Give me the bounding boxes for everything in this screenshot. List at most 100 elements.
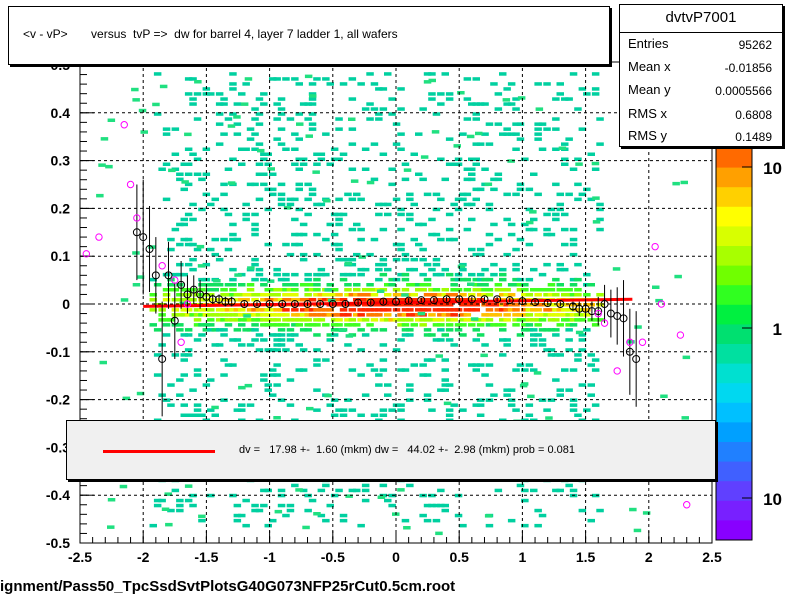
heatmap-cell	[326, 308, 334, 312]
heatmap-cell	[361, 167, 370, 171]
stat-value-mean-x: -0.01856	[724, 61, 772, 75]
heatmap-cell	[264, 323, 272, 327]
heatmap-cell	[313, 252, 321, 257]
heatmap-cell	[215, 102, 224, 106]
heatmap-cell	[379, 368, 388, 372]
heatmap-cell	[149, 523, 157, 528]
heatmap-cell	[304, 323, 312, 327]
stat-label-entries: Entries	[628, 36, 669, 51]
heatmap-cell	[158, 478, 166, 483]
heatmap-cell	[207, 323, 215, 327]
heatmap-cell	[561, 162, 569, 166]
heatmap-cell	[583, 308, 591, 312]
heatmap-cell	[565, 323, 573, 327]
profile-point	[543, 299, 552, 308]
heatmap-cell	[158, 498, 166, 503]
heatmap-cell	[229, 318, 237, 322]
heatmap-cell	[432, 518, 441, 523]
heatmap-cell	[291, 217, 299, 222]
heatmap-cell	[207, 202, 215, 207]
heatmap-cell	[251, 298, 259, 302]
heatmap-cell	[251, 107, 259, 111]
heatmap-cell	[578, 87, 587, 91]
heatmap-cell	[229, 72, 237, 76]
heatmap-cell	[291, 333, 299, 337]
heatmap-cell	[344, 192, 352, 197]
heatmap-cell	[138, 108, 147, 113]
heatmap-cell	[583, 187, 591, 192]
heatmap-cell	[291, 483, 299, 488]
heatmap-cell	[335, 217, 343, 222]
heatmap-cell	[375, 298, 383, 302]
heatmap-cell	[322, 272, 330, 277]
heatmap-cell	[552, 328, 560, 332]
heatmap-cell	[543, 408, 551, 412]
heatmap-cell	[410, 323, 418, 327]
heatmap-cell	[574, 353, 582, 357]
heatmap-cell	[149, 277, 157, 282]
heatmap-cell	[379, 318, 388, 322]
heatmap-cell	[538, 147, 547, 151]
heatmap-cell	[238, 513, 246, 518]
heatmap-cell	[330, 232, 339, 237]
heatmap-cell	[136, 391, 145, 396]
heatmap-cell	[401, 323, 410, 327]
heatmap-cell	[558, 146, 567, 150]
heatmap-cell	[242, 293, 250, 297]
heatmap-cell	[171, 127, 180, 131]
heatmap-cell	[415, 222, 423, 227]
heatmap-cell	[591, 493, 600, 498]
heatmap-cell	[388, 303, 396, 307]
heatmap-cell	[162, 298, 171, 302]
heatmap-cell	[587, 318, 595, 322]
heatmap-cell	[507, 159, 515, 163]
heatmap-cell	[251, 328, 259, 332]
heatmap-cell	[410, 363, 418, 367]
heatmap-cell	[534, 508, 542, 513]
heatmap-cell	[260, 182, 268, 187]
heatmap-cell	[366, 293, 374, 297]
heatmap-cell	[260, 313, 268, 317]
heatmap-cell	[207, 288, 215, 292]
heatmap-cell	[335, 117, 343, 121]
heatmap-cell	[503, 338, 511, 342]
heatmap-cell	[525, 308, 534, 312]
heatmap-cell	[587, 152, 595, 156]
heatmap-cell	[417, 311, 426, 316]
heatmap-cell	[313, 358, 321, 362]
heatmap-cell	[291, 132, 299, 136]
heatmap-cell	[260, 277, 268, 282]
heatmap-cell	[277, 503, 286, 508]
heatmap-cell	[419, 318, 427, 322]
heatmap-cell	[242, 82, 250, 86]
heatmap-cell	[432, 257, 441, 262]
heatmap-cell	[198, 283, 206, 287]
profile-point	[328, 300, 337, 308]
heatmap-cell	[348, 257, 357, 262]
heatmap-cell	[251, 147, 259, 151]
heatmap-cell	[308, 82, 317, 86]
heatmap-cell	[516, 283, 525, 287]
heatmap-cell	[543, 293, 551, 297]
heatmap-cell	[353, 293, 361, 297]
heatmap-cell	[445, 137, 454, 141]
heatmap-cell	[233, 132, 242, 136]
heatmap-cell	[308, 187, 317, 192]
heatmap-cell	[499, 303, 507, 307]
heatmap-cell	[224, 293, 233, 297]
heatmap-cell	[322, 483, 330, 488]
heatmap-cell	[370, 288, 379, 292]
heatmap-cell	[176, 393, 184, 397]
heatmap-cell	[401, 293, 409, 297]
heatmap-cell	[454, 277, 463, 282]
heatmap-cell	[375, 212, 383, 217]
heatmap-cell	[375, 87, 383, 91]
heatmap-cell	[291, 232, 299, 237]
heatmap-cell	[423, 262, 432, 267]
heatmap-cell	[339, 298, 348, 302]
heatmap-cell	[450, 237, 458, 242]
heatmap-cell	[180, 288, 188, 292]
heatmap-cell	[596, 117, 604, 121]
heatmap-cell	[370, 82, 379, 86]
heatmap-cell	[384, 72, 392, 76]
